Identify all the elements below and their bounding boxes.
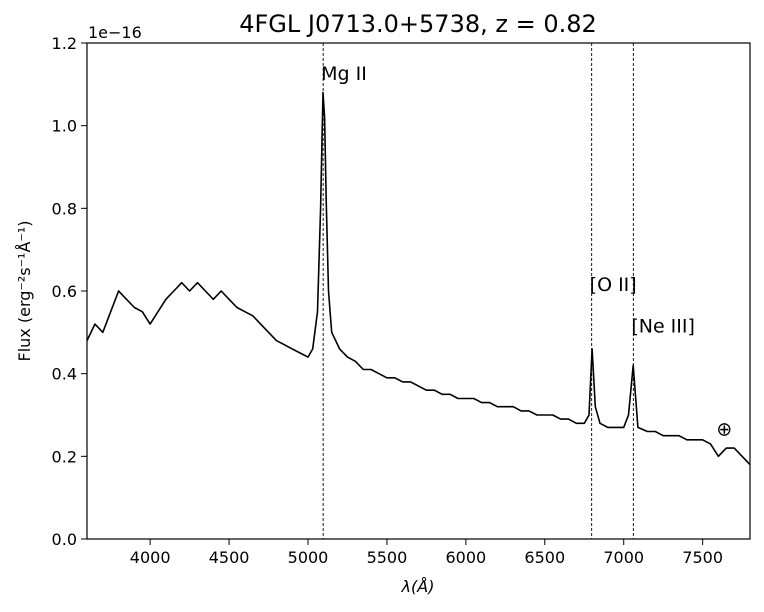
annotation-2: [Ne III] [631, 315, 695, 337]
x-tick-label: 6500 [524, 548, 565, 567]
annotation-3: ⊕ [716, 419, 732, 441]
y-tick-label: 1.0 [52, 117, 77, 136]
x-tick-label: 7000 [603, 548, 644, 567]
x-tick-label: 7500 [682, 548, 723, 567]
x-tick-label: 6000 [445, 548, 486, 567]
spectrum-line-0 [86, 91, 751, 466]
x-tick-label: 4000 [130, 548, 171, 567]
y-tick-label: 0.2 [52, 447, 77, 466]
y-tick-label: 1.2 [52, 34, 77, 53]
y-offset-label: 1e−16 [88, 23, 142, 42]
annotation-1: [O II] [590, 274, 637, 296]
y-tick-label: 0.6 [52, 282, 77, 301]
y-axis-ticks: 0.0 0.2 0.4 0.6 0.8 1.0 1.2 [52, 34, 87, 549]
x-tick-label: 5000 [288, 548, 329, 567]
x-axis-label: λ(Å) [401, 577, 435, 596]
x-axis-ticks: 4000 4500 5000 5500 6000 6500 7000 7500 [130, 539, 723, 567]
y-tick-label: 0.0 [52, 530, 77, 549]
chart-title: 4FGL J0713.0+5738, z = 0.82 [239, 10, 597, 38]
annotation-0: Mg II [321, 63, 367, 85]
y-tick-label: 0.8 [52, 199, 77, 218]
y-tick-label: 0.4 [52, 365, 77, 384]
x-tick-label: 4500 [209, 548, 250, 567]
x-tick-label: 5500 [367, 548, 408, 567]
line-annotations: Mg II [O II] [Ne III] ⊕ [321, 63, 732, 440]
spectrum-series [86, 91, 751, 466]
emission-line-markers [322, 43, 634, 539]
y-axis-label: Flux (erg⁻²s⁻¹Å⁻¹) [15, 221, 34, 362]
